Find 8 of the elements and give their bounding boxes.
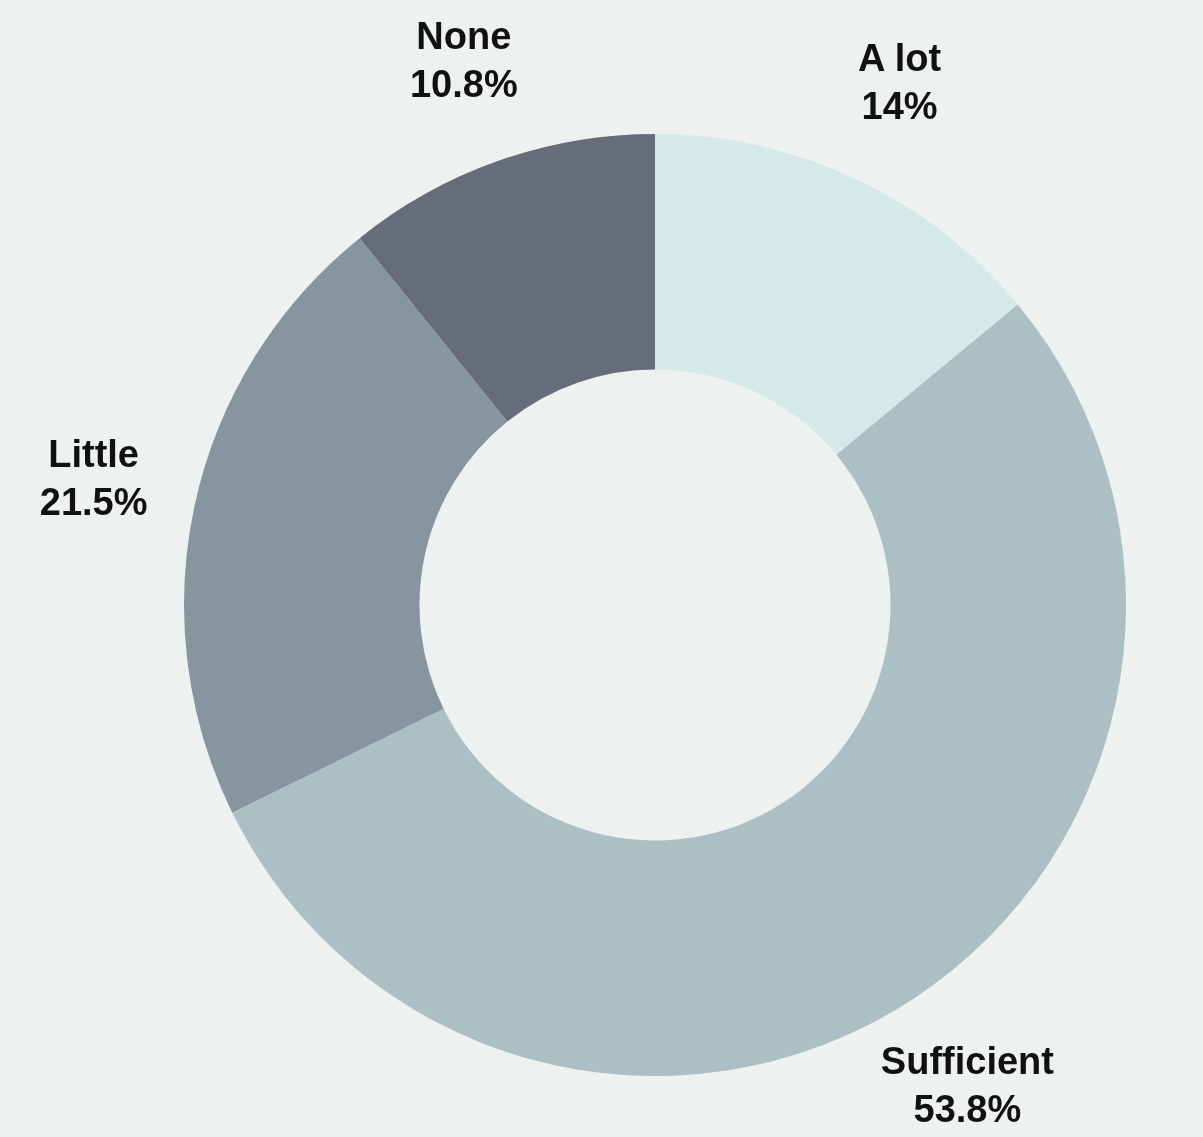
- data-label: 53.8%: [913, 1088, 1022, 1131]
- data-label: 10.8%: [409, 63, 518, 106]
- data-label: 14%: [861, 85, 938, 128]
- slice-label: Sufficient: [880, 1040, 1055, 1083]
- data-label: 21.5%: [39, 481, 148, 524]
- slice-label: None: [416, 15, 512, 58]
- slice-label: Little: [48, 433, 140, 476]
- slice-label: A lot: [858, 37, 942, 80]
